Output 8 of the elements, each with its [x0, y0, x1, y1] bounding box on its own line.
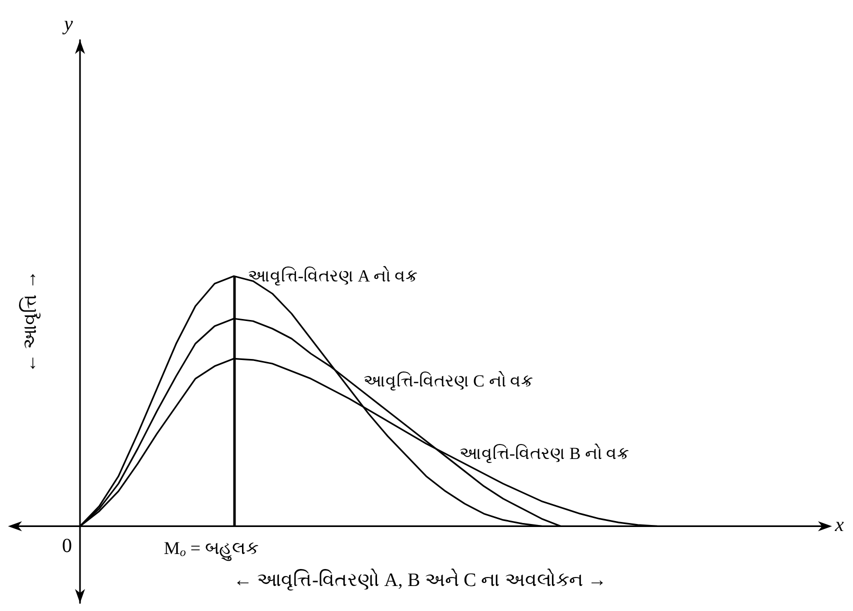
text: y [62, 13, 73, 35]
series-label: આવૃત્તિ-વિતરણ B નો વક્ર [459, 443, 630, 464]
series-label: આવૃત્તિ-વિતરણ C નો વક્ર [363, 370, 534, 391]
text: 0 [62, 535, 72, 558]
text: x [834, 514, 844, 536]
series-label: આવૃત્તિ-વિતરણ A નો વક્ર [248, 266, 418, 286]
y-axis-title: ← આવૃત્તિ → [20, 270, 41, 373]
x-axis-title: ← આવૃત્તિ-વિતરણો A, B અને C ના અવલોકન → [233, 569, 607, 592]
